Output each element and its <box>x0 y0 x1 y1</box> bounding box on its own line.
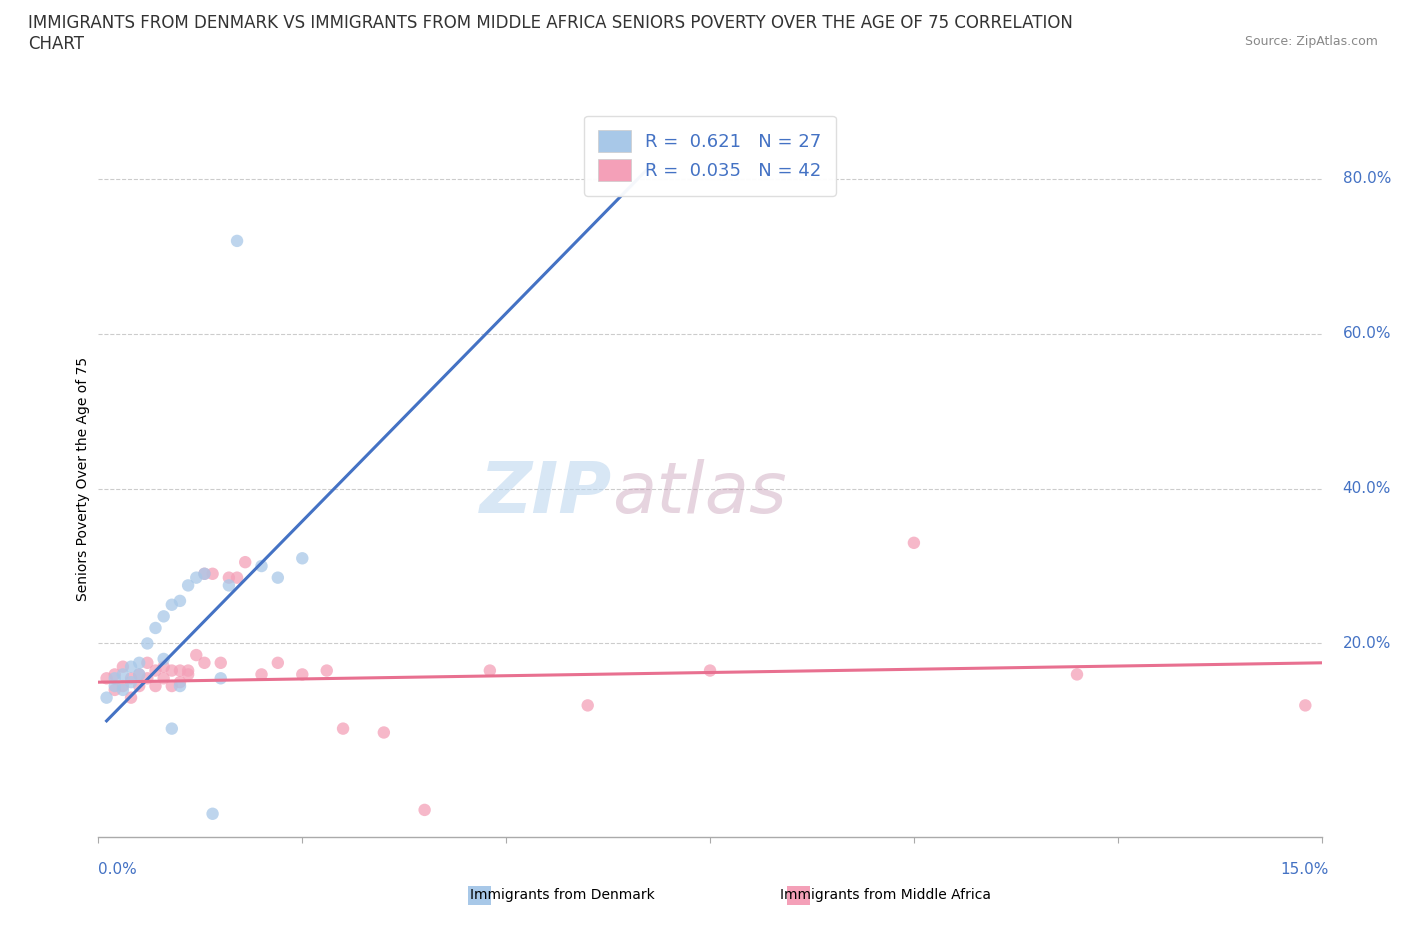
Point <box>177 663 200 678</box>
Point <box>1294 698 1316 712</box>
Point <box>267 570 290 585</box>
Point <box>104 679 127 694</box>
Text: Source: ZipAtlas.com: Source: ZipAtlas.com <box>1244 35 1378 48</box>
Point <box>478 663 501 678</box>
Text: ZIP: ZIP <box>479 458 612 527</box>
Point <box>145 663 167 678</box>
Point <box>1066 667 1088 682</box>
Point <box>186 570 208 585</box>
Point <box>201 566 224 581</box>
Point <box>152 652 174 667</box>
Point <box>169 675 191 690</box>
Point <box>209 671 232 685</box>
Point <box>177 578 200 592</box>
Point <box>218 570 240 585</box>
Point <box>128 679 150 694</box>
Point <box>111 659 134 674</box>
Text: 0.0%: 0.0% <box>98 862 138 877</box>
Point <box>226 570 249 585</box>
Legend: R =  0.621   N = 27, R =  0.035   N = 42: R = 0.621 N = 27, R = 0.035 N = 42 <box>583 115 837 196</box>
Point <box>209 656 232 671</box>
Point <box>120 690 142 705</box>
Point <box>218 578 240 592</box>
Point <box>201 806 224 821</box>
Point <box>160 663 183 678</box>
Point <box>128 667 150 682</box>
Point <box>169 663 191 678</box>
Point <box>136 636 159 651</box>
Point <box>186 647 208 662</box>
Text: Immigrants from Denmark: Immigrants from Denmark <box>470 887 655 902</box>
Text: IMMIGRANTS FROM DENMARK VS IMMIGRANTS FROM MIDDLE AFRICA SENIORS POVERTY OVER TH: IMMIGRANTS FROM DENMARK VS IMMIGRANTS FR… <box>28 14 1073 32</box>
Point <box>128 656 150 671</box>
Text: 15.0%: 15.0% <box>1281 862 1329 877</box>
Point <box>373 725 395 740</box>
Point <box>226 233 249 248</box>
Point <box>413 803 436 817</box>
Point <box>160 721 183 736</box>
Point <box>250 667 273 682</box>
Point <box>111 679 134 694</box>
Point <box>120 671 142 685</box>
Point <box>152 671 174 685</box>
Point <box>111 683 134 698</box>
Point <box>128 667 150 682</box>
Point <box>169 593 191 608</box>
Text: 80.0%: 80.0% <box>1343 171 1391 186</box>
Text: 20.0%: 20.0% <box>1343 636 1391 651</box>
Point <box>145 679 167 694</box>
Point <box>104 671 127 685</box>
Point <box>104 683 127 698</box>
Point <box>315 663 337 678</box>
Point <box>177 667 200 682</box>
Point <box>291 667 314 682</box>
Point <box>169 679 191 694</box>
Point <box>160 597 183 612</box>
Point <box>145 620 167 635</box>
Text: 60.0%: 60.0% <box>1343 326 1391 341</box>
Point <box>193 656 215 671</box>
Point <box>233 554 256 569</box>
Point <box>193 566 215 581</box>
Point <box>291 551 314 565</box>
Point <box>250 559 273 574</box>
Text: Immigrants from Middle Africa: Immigrants from Middle Africa <box>780 887 991 902</box>
Point <box>120 659 142 674</box>
Point <box>104 667 127 682</box>
Point <box>96 671 118 685</box>
Point <box>160 679 183 694</box>
Point <box>699 663 721 678</box>
Point <box>96 690 118 705</box>
Point <box>267 656 290 671</box>
Point <box>120 675 142 690</box>
Point <box>152 609 174 624</box>
Point <box>332 721 354 736</box>
Y-axis label: Seniors Poverty Over the Age of 75: Seniors Poverty Over the Age of 75 <box>76 357 90 601</box>
Text: atlas: atlas <box>612 458 787 527</box>
Text: 40.0%: 40.0% <box>1343 481 1391 496</box>
Point <box>193 566 215 581</box>
Point <box>136 671 159 685</box>
Point <box>576 698 599 712</box>
Text: CHART: CHART <box>28 35 84 53</box>
Point <box>903 536 925 551</box>
Point <box>152 659 174 674</box>
Point <box>111 667 134 682</box>
Point <box>136 656 159 671</box>
